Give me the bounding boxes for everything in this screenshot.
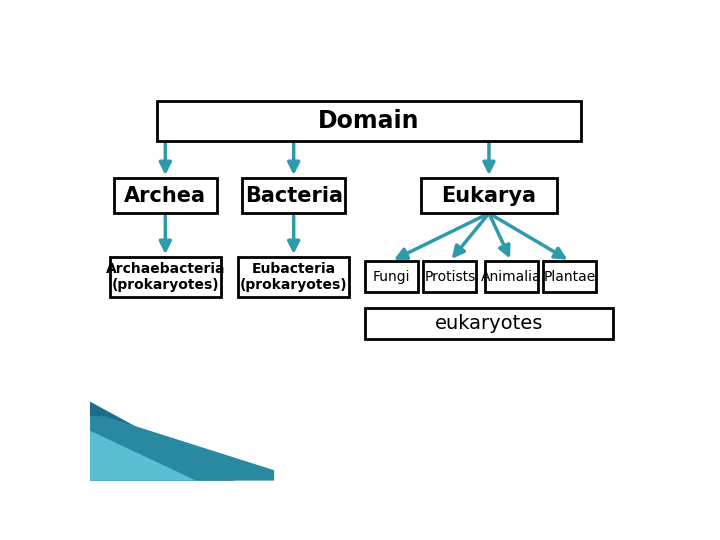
FancyBboxPatch shape — [365, 308, 613, 339]
Polygon shape — [90, 416, 274, 481]
Polygon shape — [90, 402, 235, 481]
Text: Eukarya: Eukarya — [441, 186, 536, 206]
Text: Eubacteria
(prokaryotes): Eubacteria (prokaryotes) — [240, 262, 348, 292]
Text: eukaryotes: eukaryotes — [435, 314, 543, 333]
Text: Archaebacteria
(prokaryotes): Archaebacteria (prokaryotes) — [106, 262, 225, 292]
Text: Fungi: Fungi — [372, 270, 410, 284]
Text: Animalia: Animalia — [481, 270, 541, 284]
FancyBboxPatch shape — [157, 101, 581, 141]
Text: Domain: Domain — [318, 109, 420, 133]
FancyBboxPatch shape — [365, 261, 418, 293]
FancyBboxPatch shape — [420, 178, 557, 213]
FancyBboxPatch shape — [544, 261, 596, 293]
FancyBboxPatch shape — [423, 261, 477, 293]
FancyBboxPatch shape — [109, 257, 221, 296]
FancyBboxPatch shape — [242, 178, 346, 213]
Polygon shape — [90, 431, 196, 481]
FancyBboxPatch shape — [485, 261, 538, 293]
Text: Archea: Archea — [125, 186, 207, 206]
Text: Plantae: Plantae — [544, 270, 596, 284]
FancyBboxPatch shape — [238, 257, 349, 296]
FancyBboxPatch shape — [114, 178, 217, 213]
Text: Bacteria: Bacteria — [245, 186, 343, 206]
Text: Protists: Protists — [424, 270, 475, 284]
